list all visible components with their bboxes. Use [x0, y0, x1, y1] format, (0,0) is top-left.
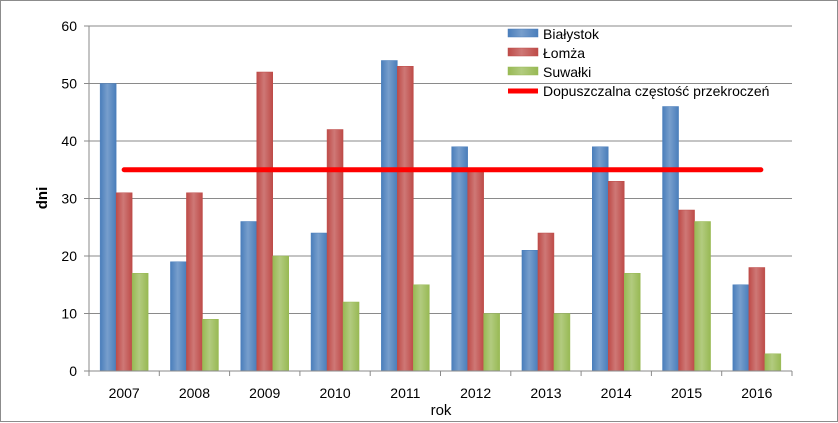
x-tick-label: 2015	[671, 385, 702, 401]
bar-Łomża-2016	[748, 267, 766, 372]
x-tick-label: 2012	[460, 385, 491, 401]
bar-Suwałki-2015	[694, 221, 711, 372]
x-axis-title: rok	[431, 402, 452, 419]
bar-Suwałki-2013	[553, 313, 571, 372]
y-tick-label: 30	[61, 191, 77, 207]
bar-Łomża-2015	[678, 209, 695, 372]
bar-Białystok-2011	[381, 60, 398, 372]
bar-Białystok-2012	[451, 146, 468, 372]
bar-Białystok-2014	[592, 146, 609, 372]
y-tick-label: 50	[61, 76, 77, 92]
x-tick-label: 2010	[319, 385, 350, 401]
y-tick-label: 0	[69, 363, 77, 379]
bar-Białystok-2008	[170, 261, 187, 372]
bar-Łomża-2008	[186, 192, 203, 372]
legend-label: Białystok	[543, 26, 600, 42]
legend-swatch	[507, 66, 539, 76]
legend: Białystok Łomża Suwałki Dopuszczalna często…	[507, 26, 769, 99]
bar-Białystok-2015	[662, 106, 679, 372]
x-tick-label: 2013	[530, 385, 561, 401]
bar-Suwałki-2014	[624, 273, 641, 372]
y-tick-label: 10	[61, 306, 77, 322]
bar-Białystok-2010	[310, 232, 328, 372]
bar-Łomża-2009	[256, 71, 273, 372]
bar-Białystok-2013	[521, 250, 539, 372]
bar-Suwałki-2008	[202, 319, 219, 372]
grid-lines	[89, 25, 792, 372]
x-tick-label: 2016	[741, 385, 772, 401]
x-tick-label: 2014	[601, 385, 632, 401]
bar-Białystok-2009	[240, 221, 257, 372]
bars	[99, 60, 782, 372]
bar-Łomża-2012	[467, 169, 484, 372]
y-tick-label: 20	[61, 248, 77, 264]
legend-label: Dopuszczalna częstość przekroczeń	[543, 83, 769, 99]
bar-Łomża-2011	[397, 66, 414, 372]
axes	[84, 25, 793, 376]
legend-label: Łomża	[543, 45, 585, 61]
bar-Suwałki-2009	[272, 255, 289, 372]
y-tick-labels: 0 10 20 30 40 50 60	[61, 18, 77, 379]
y-tick-label: 60	[61, 18, 77, 34]
bar-Białystok-2016	[732, 284, 750, 372]
y-tick-label: 40	[61, 133, 77, 149]
legend-swatch	[507, 47, 539, 57]
bar-Suwałki-2016	[764, 353, 782, 372]
bar-Łomża-2013	[537, 232, 555, 372]
legend-swatch	[507, 28, 539, 38]
bar-Łomża-2010	[326, 129, 344, 372]
x-tick-label: 2008	[179, 385, 210, 401]
x-tick-label: 2009	[249, 385, 280, 401]
x-tick-label: 2011	[390, 385, 420, 401]
bar-Suwałki-2011	[413, 284, 430, 372]
bar-Łomża-2014	[608, 181, 625, 372]
y-axis-title: dni	[34, 187, 51, 210]
x-tick-label: 2007	[109, 385, 140, 401]
bar-Suwałki-2007	[131, 273, 149, 372]
bar-Białystok-2007	[99, 83, 117, 372]
bar-Suwałki-2010	[342, 301, 360, 372]
bar-Łomża-2007	[115, 192, 133, 372]
bar-Suwałki-2012	[483, 313, 500, 372]
x-tick-labels: 2007 2008 2009 2010 2011 2012 2013 2014 2015 2016	[109, 385, 773, 401]
legend-label: Suwałki	[543, 64, 591, 80]
